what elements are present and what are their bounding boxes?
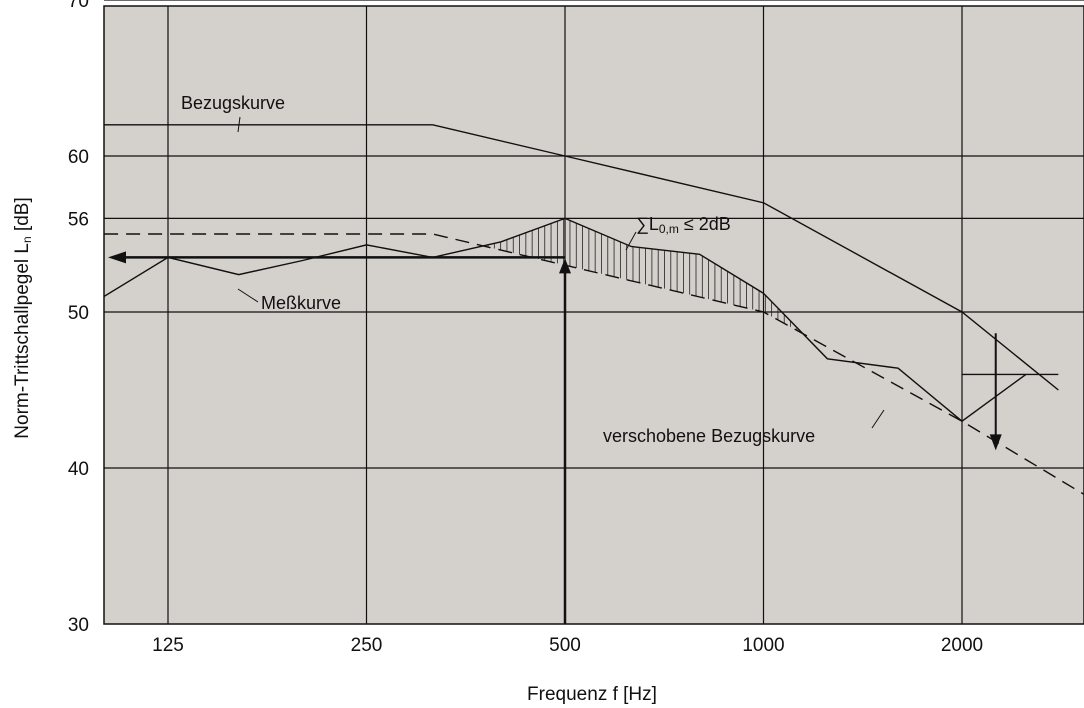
arrow-layer	[108, 251, 1002, 624]
leader-sum	[625, 231, 637, 251]
plot-frame	[103, 5, 1084, 625]
leader-bezugskurve	[237, 116, 241, 133]
series-line-reference	[104, 124, 1059, 391]
y-tick-label: 30	[68, 615, 89, 636]
x-tick-label: 500	[549, 635, 581, 656]
y-tick-label: 40	[68, 459, 89, 480]
y-axis-title-sub: n	[20, 236, 34, 243]
y-axis-title: Norm-Trittschallpegel Ln [dB]	[12, 197, 34, 438]
label-sum-deviation: ∑L0,m ≤ 2dB	[636, 214, 731, 236]
y-tick-label: 56	[68, 209, 89, 230]
y-tick-label: 50	[68, 303, 89, 324]
series-line-shifted-reference	[104, 233, 1084, 496]
x-tick-label: 125	[152, 635, 184, 656]
y-tick-label: 70	[68, 0, 89, 12]
x-axis-title: Frequenz f [Hz]	[527, 684, 657, 705]
x-tick-label: 1000	[742, 635, 784, 656]
arrow-left-head	[108, 251, 126, 264]
label-verschobene-bezugskurve: verschobene Bezugskurve	[603, 426, 815, 446]
tick-layer: 125 250 500 1000 2000 30 40 50 56 60 70	[68, 0, 983, 656]
x-tick-label: 2000	[941, 635, 983, 656]
y-axis-title-unit: [dB]	[12, 197, 33, 236]
x-tick-label: 250	[351, 635, 383, 656]
y-axis-title-main: Norm-Trittschallpegel L	[12, 243, 33, 439]
label-bezugskurve: Bezugskurve	[181, 93, 285, 113]
sum-condition: ≤ 2dB	[679, 214, 731, 234]
deviation-hatching	[487, 218, 861, 366]
shift-arrow-head	[989, 434, 1002, 451]
leader-messkurve	[237, 288, 259, 303]
plot-background	[104, 6, 1084, 624]
sum-subscript: 0,m	[659, 222, 679, 236]
series-layer	[104, 124, 1084, 496]
label-messkurve: Meßkurve	[261, 293, 341, 313]
sum-symbol: ∑L	[636, 214, 659, 234]
y-tick-label: 60	[68, 147, 89, 168]
series-line-measured	[104, 217, 1027, 423]
arrow-up-head	[559, 258, 571, 274]
leader-verschobene	[871, 409, 885, 429]
